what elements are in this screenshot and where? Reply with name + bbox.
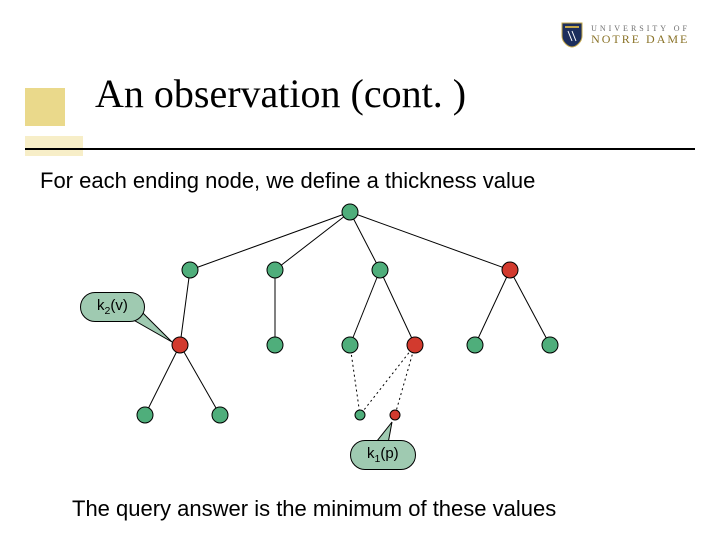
tree-node <box>467 337 483 353</box>
tree-edge <box>510 270 550 345</box>
tree-edge <box>380 270 415 345</box>
tree-node <box>502 262 518 278</box>
tree-diagram: k2(v) k1(p) <box>60 200 620 460</box>
tree-edge <box>350 212 510 270</box>
tree-node <box>267 337 283 353</box>
tree-node <box>542 337 558 353</box>
callout-k2v-text: k2(v) <box>97 297 128 314</box>
tree-edge <box>475 270 510 345</box>
tree-node <box>182 262 198 278</box>
tree-node <box>355 410 365 420</box>
title-underline <box>25 148 695 150</box>
tree-node <box>172 337 188 353</box>
tree-node <box>137 407 153 423</box>
tree-edge <box>180 345 220 415</box>
logo-text: UNIVERSITY OF NOTRE DAME <box>591 25 690 45</box>
shield-icon <box>561 22 583 48</box>
tree-node <box>342 337 358 353</box>
callout-k1p-text: k1(p) <box>367 445 399 462</box>
tree-edge <box>190 212 350 270</box>
body-line-1: For each ending node, we define a thickn… <box>40 168 535 194</box>
tree-edge <box>275 212 350 270</box>
tree-node <box>390 410 400 420</box>
tree-node <box>372 262 388 278</box>
tree-svg <box>60 200 620 480</box>
callout-k1p: k1(p) <box>350 440 416 470</box>
body-line-2: The query answer is the minimum of these… <box>72 496 556 522</box>
title-accent-square <box>25 88 65 126</box>
title-accent-rect <box>25 136 83 156</box>
tree-edge <box>350 212 380 270</box>
tree-edge <box>145 345 180 415</box>
title-block: An observation (cont. ) <box>25 70 695 150</box>
tree-edge <box>180 270 190 345</box>
tree-edge <box>350 345 360 415</box>
tree-node <box>267 262 283 278</box>
slide-title: An observation (cont. ) <box>95 70 466 117</box>
tree-edge <box>350 270 380 345</box>
nd-logo: UNIVERSITY OF NOTRE DAME <box>561 22 690 48</box>
logo-notre-dame: NOTRE DAME <box>591 33 690 45</box>
tree-edge <box>395 345 415 415</box>
tree-node <box>407 337 423 353</box>
tree-node <box>342 204 358 220</box>
callout-k2v: k2(v) <box>80 292 145 322</box>
slide: UNIVERSITY OF NOTRE DAME An observation … <box>0 0 720 540</box>
tree-node <box>212 407 228 423</box>
tree-edge <box>360 345 415 415</box>
